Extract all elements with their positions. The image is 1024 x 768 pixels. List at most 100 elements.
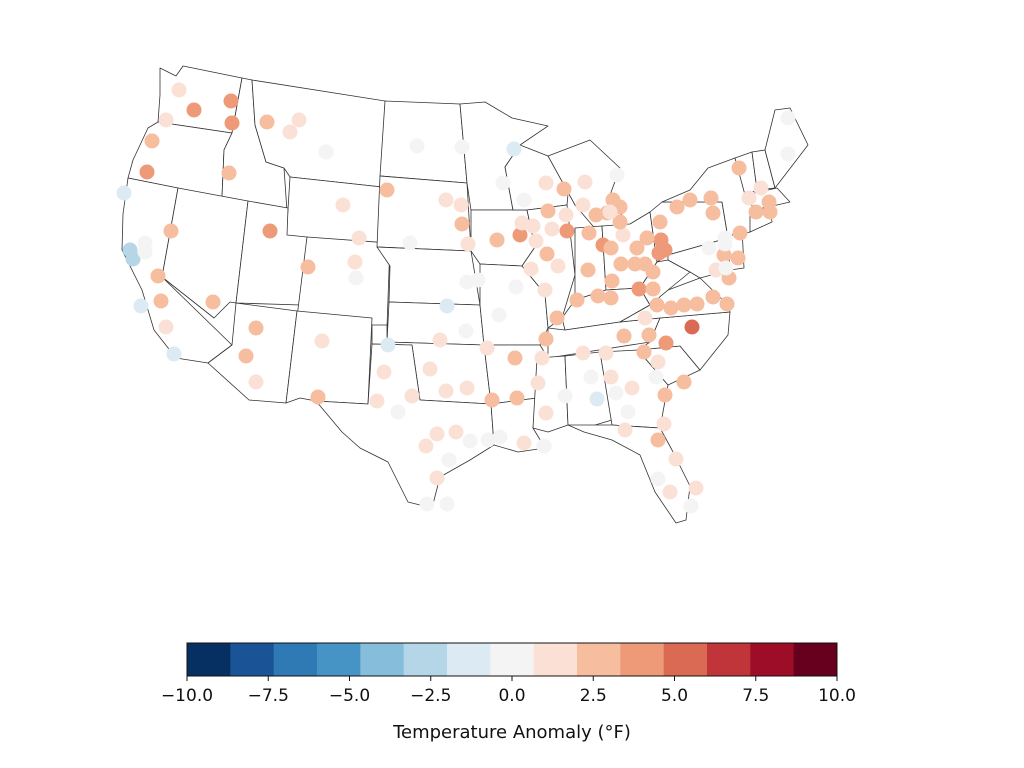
station-marker <box>538 405 554 421</box>
station-marker <box>429 470 445 486</box>
station-marker <box>748 204 764 220</box>
station-marker <box>484 392 500 408</box>
station-marker <box>453 197 469 213</box>
station-marker <box>335 197 351 213</box>
station-marker <box>658 335 674 351</box>
station-marker <box>536 438 552 454</box>
station-marker <box>639 230 655 246</box>
station-marker <box>390 404 406 420</box>
station-marker <box>508 279 524 295</box>
colorbar: −10.0 −7.5 −5.0 −2.5 0.0 2.5 5.0 7.5 10.0 Temper… <box>161 642 856 743</box>
colorbar-tick-label: 2.5 <box>580 686 607 706</box>
station-marker <box>379 182 395 198</box>
colorbar-bin <box>663 643 708 676</box>
us-state-outlines <box>121 65 809 524</box>
station-marker <box>205 294 221 310</box>
station-marker <box>144 133 160 149</box>
station-marker <box>166 346 182 362</box>
weather-stations <box>116 82 796 514</box>
station-marker <box>589 391 605 407</box>
station-marker <box>491 307 507 323</box>
station-marker <box>537 282 553 298</box>
colorbar-bin <box>230 643 275 676</box>
colorbar-bin <box>403 643 448 676</box>
station-marker <box>310 389 326 405</box>
station-marker <box>291 112 307 128</box>
station-marker <box>509 390 525 406</box>
station-marker <box>620 404 636 420</box>
station-marker <box>676 374 692 390</box>
station-marker <box>492 429 508 445</box>
colorbar-bin <box>317 643 361 676</box>
station-marker <box>418 438 434 454</box>
station-marker <box>624 380 640 396</box>
station-marker <box>347 254 363 270</box>
station-marker <box>705 289 721 305</box>
station-marker <box>657 242 673 258</box>
station-marker <box>528 233 544 249</box>
station-marker <box>539 246 555 262</box>
station-marker <box>780 110 796 126</box>
station-marker <box>534 350 550 366</box>
station-marker <box>583 369 599 385</box>
colorbar-bins <box>187 643 838 676</box>
colorbar-bin <box>620 643 665 676</box>
station-marker <box>259 114 275 130</box>
station-marker <box>300 259 316 275</box>
station-marker <box>656 416 672 432</box>
station-marker <box>439 298 455 314</box>
colorbar-tick-label: 0.0 <box>498 686 525 706</box>
station-marker <box>224 115 240 131</box>
station-marker <box>705 205 721 221</box>
station-marker <box>603 240 619 256</box>
station-marker <box>663 300 679 316</box>
station-marker <box>682 192 698 208</box>
station-marker <box>575 197 591 213</box>
station-marker <box>139 164 155 180</box>
station-marker <box>460 236 476 252</box>
station-marker <box>186 102 202 118</box>
station-marker <box>314 333 330 349</box>
station-marker <box>376 364 392 380</box>
station-marker <box>540 203 556 219</box>
station-marker <box>512 227 528 243</box>
station-marker <box>318 144 334 160</box>
colorbar-tick-label: 10.0 <box>818 686 856 706</box>
station-marker <box>780 146 796 162</box>
colorbar-bin <box>707 643 751 676</box>
station-marker <box>732 225 748 241</box>
station-marker <box>608 385 624 401</box>
station-marker <box>262 223 278 239</box>
station-marker <box>163 223 179 239</box>
station-marker <box>439 496 455 512</box>
station-marker <box>683 498 699 514</box>
station-marker <box>153 293 169 309</box>
station-marker <box>577 174 593 190</box>
station-marker <box>459 380 475 396</box>
station-marker <box>538 331 554 347</box>
station-marker <box>716 247 732 263</box>
station-marker <box>530 375 546 391</box>
station-marker <box>348 270 364 286</box>
station-marker <box>762 204 778 220</box>
station-marker <box>549 310 565 326</box>
colorbar-bin <box>273 643 318 676</box>
colorbar-label: Temperature Anomaly (°F) <box>392 722 631 743</box>
station-marker <box>684 319 700 335</box>
station-marker <box>479 340 495 356</box>
station-marker <box>380 337 396 353</box>
station-marker <box>613 256 629 272</box>
colorbar-tick-label: 5.0 <box>661 686 688 706</box>
station-marker <box>489 232 505 248</box>
station-marker <box>470 272 486 288</box>
station-marker <box>730 250 746 266</box>
station-marker <box>719 296 735 312</box>
station-marker <box>525 218 541 234</box>
colorbar-tick-label: −2.5 <box>410 686 451 706</box>
station-marker <box>133 298 149 314</box>
station-marker <box>669 199 685 215</box>
station-marker <box>650 471 666 487</box>
station-marker <box>581 225 597 241</box>
station-marker <box>575 345 591 361</box>
station-marker <box>125 251 141 267</box>
